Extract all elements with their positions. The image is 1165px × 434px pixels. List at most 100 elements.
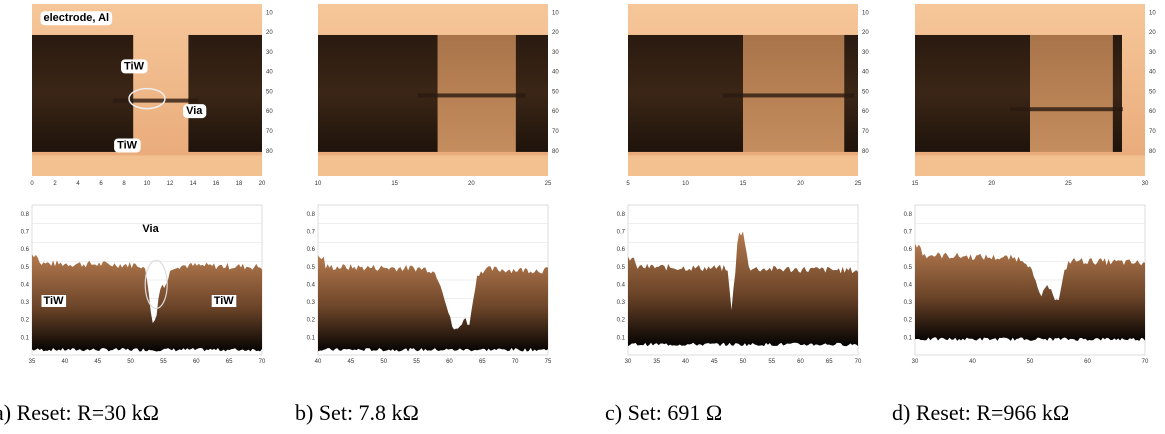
profile-x-tick: 55 [768,359,775,365]
image-x-tick: 10 [144,181,151,187]
profile-x-tick: 65 [826,359,833,365]
profile-y-tick: 0.6 [617,247,626,253]
profile-y-tick: 0.3 [307,300,316,306]
image-y-tick: 30 [862,50,869,56]
profile-x-tick: 50 [740,359,747,365]
profile-area [628,231,858,347]
image-y-tick: 70 [1149,129,1156,135]
caption: d) Reset: R=966 kΩ [892,400,1069,425]
image-y-tick: 50 [1149,89,1156,95]
profile-label: Via [142,223,159,235]
profile-y-tick: 0.5 [904,265,913,271]
image-region [915,34,1030,152]
image-y-tick: 60 [862,109,869,115]
label-box [41,295,67,307]
image-y-tick: 40 [266,70,273,76]
profile-x-tick: 45 [711,359,718,365]
via-line [723,93,855,98]
profile-y-tick: 0.2 [21,318,30,324]
profile-y-tick: 0.7 [904,229,913,235]
profile-y-tick: 0.7 [617,229,626,235]
image-y-tick: 70 [862,129,869,135]
profile-x-tick: 40 [315,359,322,365]
profile-y-tick: 0.5 [307,265,316,271]
profile-x-tick: 75 [545,359,552,365]
via-circle [144,259,168,310]
panel: 10 20 30 40 50 60 70 80 15 20 25 30 0.1 0.2 0.3 0.4 0.5 0… [892,4,1156,425]
image-y-tick: 30 [266,50,273,56]
profile-area [318,255,548,352]
image-x-tick: 20 [259,181,266,187]
profile-y-tick: 0.4 [307,282,316,288]
profile-y-tick: 0.5 [21,265,30,271]
image-y-tick: 50 [266,89,273,95]
image-y-tick: 10 [266,10,273,16]
image-y-tick: 80 [266,149,273,155]
image-x-tick: 20 [468,181,475,187]
image-y-tick: 20 [266,30,273,36]
profile-x-tick: 35 [653,359,660,365]
substrate [32,155,262,176]
image-y-tick: 30 [1149,50,1156,56]
profile-y-tick: 0.2 [617,318,626,324]
via-line [1010,107,1123,112]
profile-x-tick: 70 [512,359,519,365]
profile-y-tick: 0.4 [617,282,626,288]
image-y-tick: 10 [552,10,559,16]
profile-y-tick: 0.3 [21,300,30,306]
profile-y-tick: 0.6 [21,247,30,253]
label-box [183,104,207,119]
image-x-tick: 15 [391,181,398,187]
image-x-tick: 2 [53,181,57,187]
profile-y-tick: 0.4 [21,282,30,288]
image-y-tick: 80 [552,149,559,155]
image-x-tick: 10 [682,181,689,187]
profile-y-tick: 0.8 [904,212,913,218]
label-box [114,138,141,153]
image-x-tick: 6 [99,181,103,187]
image-x-tick: 25 [545,181,552,187]
image-label: electrode, Al [44,12,110,24]
profile-x-tick: 35 [29,359,36,365]
caption: b) Set: 7.8 kΩ [295,400,419,425]
caption: c) Set: 691 Ω [605,400,722,425]
profile-x-tick: 50 [127,359,134,365]
image-x-tick: 20 [797,181,804,187]
profile-y-tick: 0.8 [617,212,626,218]
profile-x-tick: 60 [193,359,200,365]
profile-x-tick: 40 [969,359,976,365]
image-region [32,34,134,152]
profile-x-tick: 65 [226,359,233,365]
image-y-tick: 80 [862,149,869,155]
image-label: Via [186,105,203,117]
profile-x-tick: 65 [479,359,486,365]
profile-area [915,243,1145,341]
image-x-tick: 25 [1065,181,1072,187]
via-circle [128,87,166,110]
image-x-tick: 12 [167,181,174,187]
image-y-tick: 10 [862,10,869,16]
image-x-tick: 0 [30,181,34,187]
profile-area [32,254,262,352]
image-x-tick: 20 [988,181,995,187]
label-box [40,11,113,26]
profile-y-tick: 0.1 [21,335,30,341]
profile-y-tick: 0.6 [904,247,913,253]
image-label: TiW [124,60,145,72]
image-region [1030,34,1113,152]
image-y-tick: 40 [1149,70,1156,76]
panel: 10 20 30 40 50 60 70 80 5 10 15 20 25 0.1 0.2 0.3 0.4 0.5… [605,4,869,425]
profile-y-tick: 0.7 [21,229,30,235]
profile-y-tick: 0.2 [307,318,316,324]
image-region [1112,34,1122,152]
profile-y-tick: 0.8 [307,212,316,218]
image-x-tick: 14 [190,181,197,187]
image-region [188,34,262,152]
profile-y-tick: 0.8 [21,212,30,218]
profile-x-tick: 50 [380,359,387,365]
profile-x-tick: 45 [348,359,355,365]
profile-x-tick: 55 [160,359,167,365]
substrate [915,155,1145,176]
image-x-tick: 10 [315,181,322,187]
